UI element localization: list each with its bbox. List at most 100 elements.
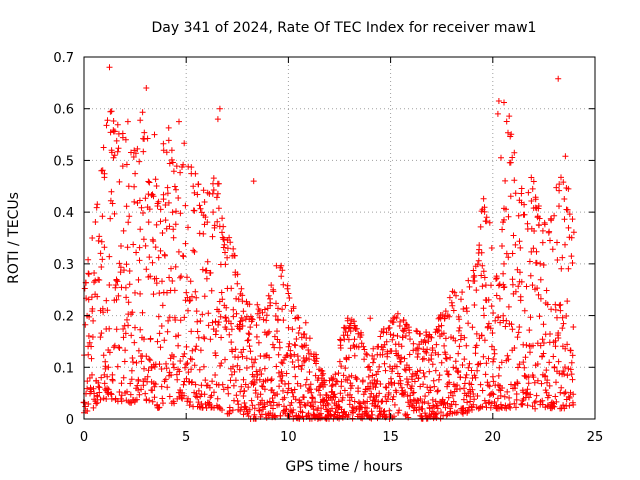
data-point bbox=[508, 321, 515, 328]
data-point bbox=[485, 355, 492, 362]
data-point bbox=[183, 375, 190, 382]
data-point bbox=[432, 411, 439, 418]
data-point bbox=[84, 378, 91, 385]
data-point bbox=[292, 342, 299, 349]
data-point bbox=[317, 410, 324, 417]
data-point bbox=[99, 167, 106, 174]
data-point bbox=[496, 295, 503, 302]
data-point bbox=[100, 352, 107, 359]
data-point bbox=[207, 336, 214, 343]
data-point bbox=[306, 335, 313, 342]
data-point bbox=[215, 308, 222, 315]
data-point-outlier bbox=[565, 185, 572, 192]
data-point bbox=[561, 216, 568, 223]
data-point bbox=[288, 399, 295, 406]
data-point bbox=[290, 406, 297, 413]
data-point bbox=[502, 402, 509, 409]
data-point bbox=[557, 307, 564, 314]
data-point bbox=[556, 302, 563, 309]
data-point bbox=[329, 382, 336, 388]
data-point bbox=[474, 261, 481, 268]
data-point bbox=[349, 382, 355, 389]
data-point bbox=[136, 391, 143, 398]
data-point bbox=[363, 350, 370, 357]
data-point bbox=[89, 235, 96, 241]
data-point bbox=[404, 411, 411, 418]
data-point bbox=[510, 232, 517, 239]
data-point bbox=[290, 303, 297, 310]
data-point bbox=[280, 317, 287, 324]
data-point bbox=[113, 296, 120, 303]
data-point bbox=[149, 387, 156, 394]
data-point bbox=[155, 254, 162, 261]
data-point bbox=[146, 179, 153, 186]
data-point bbox=[552, 393, 559, 400]
data-point bbox=[565, 265, 572, 272]
data-point bbox=[339, 394, 346, 401]
data-point bbox=[222, 356, 228, 363]
data-point bbox=[164, 184, 171, 191]
data-point bbox=[219, 229, 225, 236]
data-point bbox=[298, 399, 304, 406]
data-point bbox=[116, 345, 123, 351]
data-point bbox=[480, 268, 487, 275]
data-point bbox=[438, 409, 444, 416]
data-point bbox=[422, 393, 429, 400]
data-point bbox=[514, 334, 521, 341]
data-point bbox=[480, 353, 487, 360]
data-point bbox=[146, 356, 153, 363]
data-point bbox=[533, 259, 540, 266]
data-point bbox=[483, 214, 490, 221]
data-point bbox=[256, 314, 263, 321]
data-point bbox=[442, 351, 449, 358]
data-point-outlier bbox=[562, 153, 569, 160]
data-point bbox=[433, 341, 440, 348]
data-point bbox=[460, 306, 467, 312]
data-point bbox=[192, 288, 199, 295]
data-point bbox=[564, 206, 571, 213]
data-point bbox=[556, 370, 563, 377]
data-point bbox=[116, 260, 123, 267]
data-point bbox=[551, 403, 558, 410]
data-point bbox=[332, 371, 339, 378]
data-point bbox=[194, 318, 201, 325]
data-point bbox=[291, 386, 298, 393]
data-point bbox=[288, 353, 295, 359]
data-point bbox=[138, 386, 145, 393]
data-point bbox=[150, 291, 157, 298]
data-point bbox=[497, 392, 504, 399]
data-point bbox=[513, 404, 519, 411]
data-point bbox=[133, 396, 140, 403]
data-point bbox=[137, 117, 144, 124]
data-point bbox=[126, 281, 133, 288]
data-point bbox=[489, 390, 496, 397]
data-point bbox=[478, 249, 485, 256]
data-point bbox=[511, 345, 518, 351]
data-point bbox=[331, 391, 338, 398]
data-point bbox=[381, 360, 388, 367]
data-point bbox=[537, 260, 544, 267]
data-point bbox=[171, 287, 178, 294]
data-point bbox=[141, 129, 148, 136]
data-point bbox=[88, 343, 95, 350]
data-point bbox=[283, 406, 290, 413]
y-tick-label: 0.7 bbox=[53, 51, 74, 66]
data-point bbox=[180, 353, 187, 360]
data-point bbox=[523, 342, 530, 349]
data-point bbox=[215, 205, 222, 212]
data-point bbox=[530, 245, 537, 252]
data-point bbox=[351, 352, 358, 359]
data-point bbox=[168, 265, 174, 272]
data-point bbox=[108, 188, 115, 195]
data-point bbox=[539, 336, 546, 343]
data-point bbox=[187, 297, 194, 304]
data-point bbox=[246, 331, 253, 338]
data-point-outlier bbox=[555, 75, 562, 82]
data-point bbox=[94, 399, 101, 406]
data-point bbox=[255, 339, 262, 346]
data-point bbox=[117, 269, 124, 276]
data-point bbox=[542, 373, 549, 380]
data-point bbox=[532, 405, 539, 412]
data-point bbox=[430, 377, 437, 384]
data-point bbox=[501, 260, 507, 267]
